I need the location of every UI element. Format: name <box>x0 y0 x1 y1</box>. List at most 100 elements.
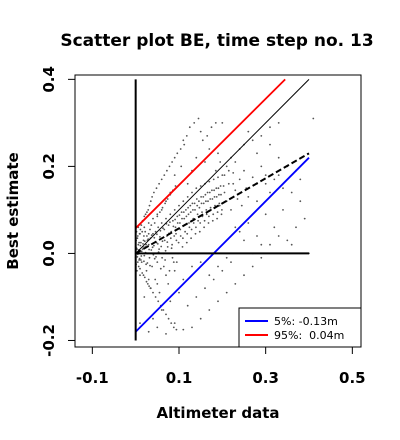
scatter-point-40 <box>169 213 172 216</box>
scatter-point-366 <box>264 174 267 177</box>
scatter-point-59 <box>185 241 188 244</box>
scatter-point-137 <box>160 209 163 211</box>
scatter-point-62 <box>188 226 191 229</box>
scatter-point-321 <box>152 291 154 294</box>
scatter-point-307 <box>145 243 148 246</box>
scatter-point-97 <box>218 204 221 207</box>
scatter-point-250 <box>190 228 193 231</box>
scatter-point-184 <box>260 243 263 246</box>
scatter-point-311 <box>146 283 149 285</box>
scatter-point-132 <box>186 182 189 185</box>
scatter-point-329 <box>159 211 161 214</box>
scatter-point-333 <box>162 309 165 311</box>
scatter-point-382 <box>199 317 202 320</box>
line-dashed-3 <box>135 152 310 255</box>
scatter-point-107 <box>236 198 239 200</box>
scatter-point-275 <box>217 187 220 190</box>
scatter-point-241 <box>181 217 183 220</box>
scatter-point-375 <box>260 256 263 259</box>
scatter-point-156 <box>169 300 172 303</box>
scatter-point-364 <box>277 122 280 124</box>
scatter-point-207 <box>143 240 146 243</box>
scatter-point-71 <box>196 204 199 207</box>
scatter-point-150 <box>191 265 193 268</box>
scatter-point-172 <box>167 283 170 285</box>
scatter-point-223 <box>161 256 164 259</box>
scatter-point-115 <box>260 165 263 168</box>
scatter-point-192 <box>217 152 219 155</box>
legend-label-0: 5%: -0.13m <box>274 315 338 328</box>
scatter-point-90 <box>212 178 215 181</box>
scatter-point-384 <box>182 328 185 331</box>
scatter-point-291 <box>138 241 141 244</box>
scatter-point-335 <box>164 202 167 205</box>
scatter-point-45 <box>173 209 176 211</box>
scatter-point-65 <box>191 191 193 194</box>
scatter-point-175 <box>238 230 241 233</box>
scatter-point-380 <box>217 300 219 303</box>
scatter-point-211 <box>148 248 151 251</box>
scatter-point-140 <box>147 222 150 224</box>
scatter-point-103 <box>227 182 230 185</box>
scatter-point-108 <box>238 178 241 181</box>
scatter-point-369 <box>290 191 293 194</box>
scatter-point-268 <box>209 206 212 209</box>
scatter-point-128 <box>208 148 211 150</box>
scatter-point-64 <box>190 237 193 240</box>
scatter-point-18 <box>150 249 153 251</box>
scatter-point-353 <box>188 126 191 129</box>
scatter-point-99 <box>220 213 223 216</box>
scatter-point-248 <box>188 222 190 224</box>
axes-layer: -0.1 0.1 0.3 0.5 -0.2 0.0 0.2 0.4 <box>40 66 366 387</box>
scatter-point-264 <box>205 209 208 211</box>
scatter-point-159 <box>186 304 189 307</box>
scatter-point-332 <box>161 206 164 209</box>
scatter-point-235 <box>174 218 177 221</box>
scatter-point-195 <box>214 169 217 172</box>
scatter-point-63 <box>189 204 192 207</box>
scatter-point-351 <box>183 143 186 146</box>
scatter-point-160 <box>195 296 198 298</box>
scatter-point-378 <box>234 283 237 285</box>
scatter-point-287 <box>136 237 139 240</box>
scatter-point-352 <box>185 135 188 137</box>
scatter-point-371 <box>303 217 306 220</box>
scatter-point-81 <box>205 200 207 203</box>
scatter-point-320 <box>151 196 154 198</box>
scatter-point-260 <box>201 211 203 214</box>
scatter-point-66 <box>192 209 194 211</box>
scatter-point-197 <box>223 174 226 177</box>
scatter-point-161 <box>204 287 206 290</box>
scatter-point-345 <box>172 326 175 329</box>
scatter-point-206 <box>143 260 145 263</box>
scatter-point-173 <box>171 256 174 259</box>
scatter-point-166 <box>139 274 141 277</box>
scatter-point-309 <box>146 211 148 214</box>
scatter-point-153 <box>217 265 219 268</box>
scatter-point-164 <box>230 261 232 263</box>
scatter-point-149 <box>182 278 185 281</box>
y-tick-label-1: 0.0 <box>40 240 58 267</box>
scatter-point-230 <box>169 221 171 224</box>
scatter-point-273 <box>215 196 218 198</box>
scatter-point-125 <box>199 130 202 133</box>
scatter-point-73 <box>198 200 200 203</box>
scatter-point-367 <box>273 178 276 181</box>
scatter-point-232 <box>170 247 173 250</box>
plot-frame <box>74 74 362 348</box>
scatter-point-112 <box>247 196 250 198</box>
scatter-point-246 <box>186 232 189 235</box>
scatter-point-305 <box>144 230 147 233</box>
scatter-point-43 <box>172 219 174 222</box>
scatter-point-249 <box>189 211 192 214</box>
scatter-point-337 <box>166 169 168 172</box>
scatter-point-389 <box>139 322 141 324</box>
scatter-point-34 <box>164 259 167 261</box>
scatter-point-196 <box>219 161 222 163</box>
scatter-point-146 <box>156 283 159 285</box>
scatter-point-177 <box>256 235 258 237</box>
scatter-point-121 <box>299 178 302 181</box>
scatter-point-327 <box>157 300 160 303</box>
scatter-point-219 <box>156 243 159 245</box>
scatter-point-29 <box>159 267 162 270</box>
